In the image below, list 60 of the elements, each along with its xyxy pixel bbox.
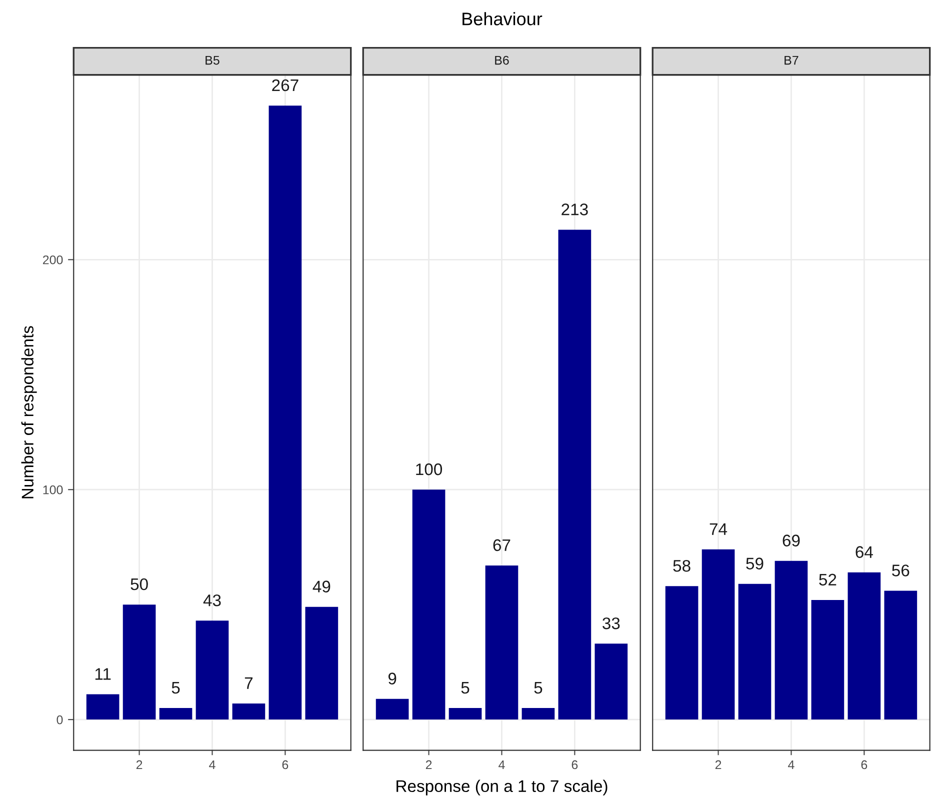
bar bbox=[122, 604, 156, 720]
y-tick-label: 0 bbox=[56, 715, 63, 724]
bar bbox=[376, 698, 409, 720]
data-label: 267 bbox=[272, 79, 298, 92]
bar bbox=[811, 600, 844, 720]
bar bbox=[594, 644, 628, 720]
bar bbox=[159, 708, 192, 720]
bar bbox=[884, 590, 918, 720]
data-label: 59 bbox=[746, 558, 764, 570]
x-tick-label: 2 bbox=[426, 760, 432, 770]
chart-subtitle: B7 bbox=[784, 56, 798, 65]
data-label: 64 bbox=[856, 546, 873, 558]
x-tick-label: 6 bbox=[861, 760, 868, 770]
x-tick-label: 4 bbox=[788, 760, 794, 770]
data-label: 11 bbox=[95, 668, 111, 680]
bar bbox=[522, 708, 555, 720]
data-label: 9 bbox=[388, 672, 396, 684]
data-label: 43 bbox=[203, 594, 221, 606]
bar bbox=[774, 560, 808, 720]
x-tick-label: 4 bbox=[209, 760, 216, 770]
bar bbox=[848, 572, 881, 720]
data-label: 58 bbox=[673, 560, 690, 572]
x-tick-label: 6 bbox=[282, 760, 288, 770]
bar bbox=[196, 620, 229, 720]
data-label: 49 bbox=[312, 580, 330, 592]
x-tick-label: 4 bbox=[498, 760, 505, 770]
bar bbox=[702, 549, 735, 720]
x-tick-label: 6 bbox=[572, 760, 578, 770]
bar bbox=[485, 565, 518, 720]
bar bbox=[738, 584, 772, 720]
data-label: 5 bbox=[461, 682, 470, 694]
bar bbox=[412, 490, 446, 720]
data-label: 52 bbox=[819, 574, 836, 586]
chart-subtitle: B5 bbox=[206, 56, 220, 65]
data-label: 7 bbox=[244, 677, 253, 689]
data-label: 100 bbox=[416, 463, 442, 476]
bar bbox=[665, 586, 698, 720]
data-label: 56 bbox=[892, 564, 910, 576]
data-label: 5 bbox=[172, 682, 180, 694]
data-label: 50 bbox=[130, 578, 148, 590]
bar bbox=[448, 708, 482, 720]
y-axis-title: Number of respondents bbox=[21, 326, 37, 498]
bar bbox=[305, 606, 338, 720]
data-label: 67 bbox=[493, 539, 510, 552]
y-tick-label: 100 bbox=[43, 485, 63, 494]
bar bbox=[86, 694, 120, 720]
x-axis-title: Response (on a 1 to 7 scale) bbox=[396, 780, 608, 796]
x-tick-label: 2 bbox=[715, 760, 722, 770]
chart-title: Behaviour bbox=[462, 12, 542, 26]
bar bbox=[232, 703, 266, 720]
data-label: 74 bbox=[710, 523, 728, 535]
bar bbox=[268, 106, 302, 720]
chart-subtitle: B6 bbox=[495, 56, 509, 65]
data-label: 5 bbox=[534, 682, 542, 694]
data-label: 213 bbox=[562, 204, 588, 216]
data-label: 33 bbox=[602, 617, 620, 630]
x-tick-label: 2 bbox=[136, 760, 142, 770]
data-label: 69 bbox=[782, 534, 800, 546]
bar bbox=[558, 230, 592, 720]
y-tick-label: 200 bbox=[42, 255, 63, 264]
